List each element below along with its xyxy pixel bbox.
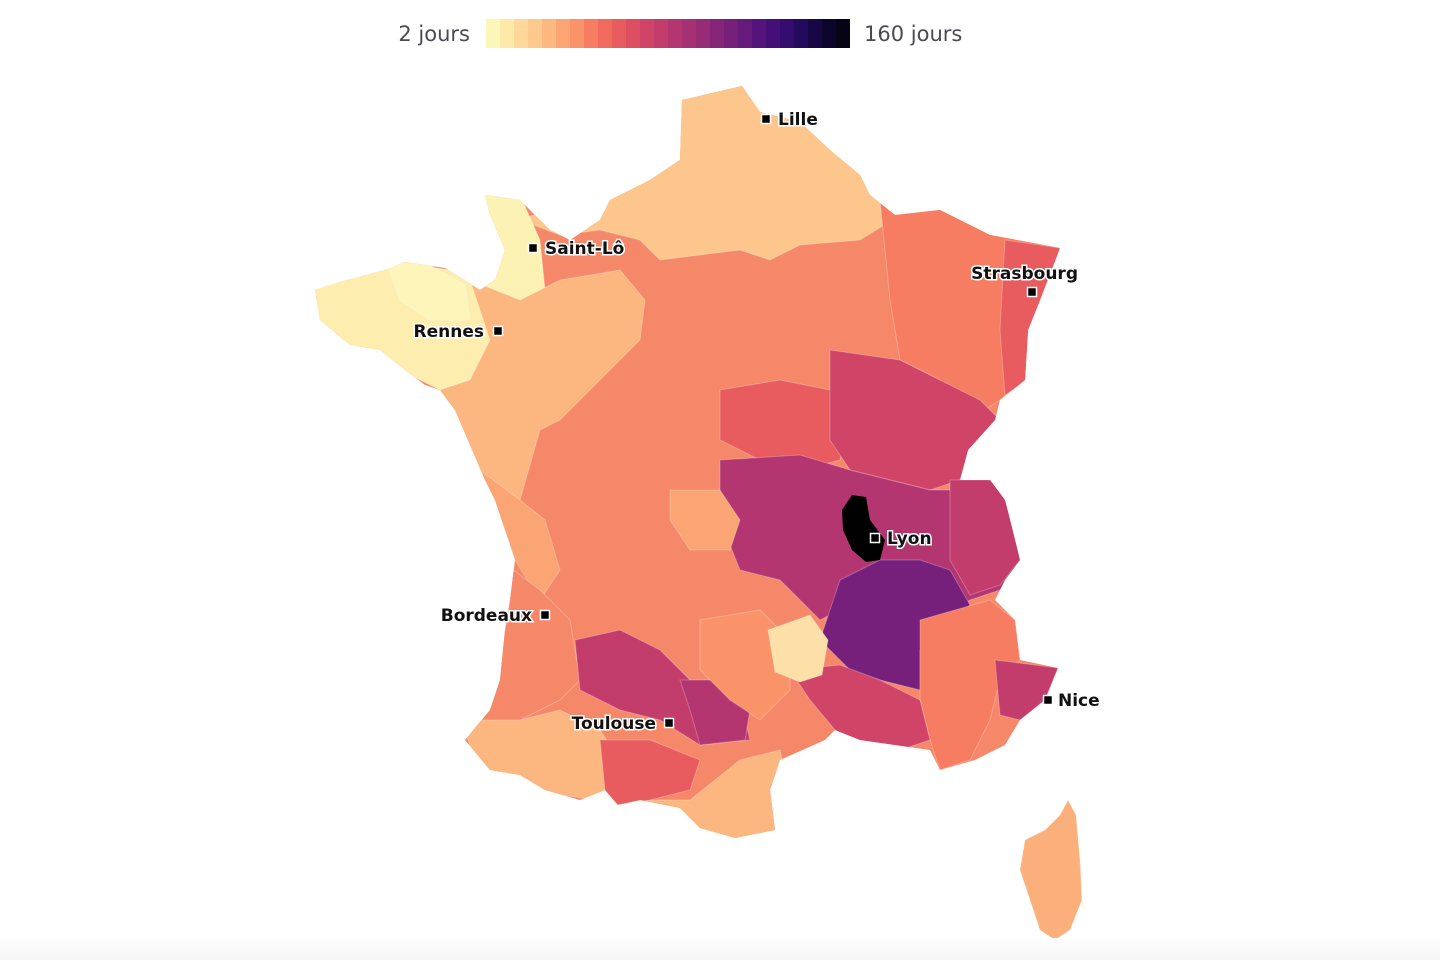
legend-min-label: 2 jours — [398, 22, 470, 46]
legend-max-label: 160 jours — [864, 22, 963, 46]
region-provence — [919, 599, 1021, 771]
ramp-swatch — [794, 19, 808, 48]
ramp-swatch — [668, 19, 682, 48]
ramp-swatch — [836, 19, 850, 48]
city-marker — [492, 325, 504, 337]
region-alps — [949, 479, 1021, 596]
city-label: Rennes — [414, 322, 484, 342]
region-corse — [1019, 798, 1083, 941]
ramp-swatch — [766, 19, 780, 48]
city-marker — [1026, 286, 1038, 298]
ramp-swatch — [822, 19, 836, 48]
mainland-france — [315, 86, 1060, 838]
ramp-swatch — [556, 19, 570, 48]
ramp-swatch — [682, 19, 696, 48]
ramp-swatch — [696, 19, 710, 48]
region-gard — [789, 664, 931, 751]
ramp-swatch — [500, 19, 514, 48]
city-markers: Lille Saint-Lô Strasbourg Rennes Lyon Bordeau… — [412, 109, 1101, 736]
region-north — [518, 86, 901, 261]
city-label: Lyon — [887, 529, 932, 549]
ramp-swatch — [542, 19, 556, 48]
ramp-swatch — [570, 19, 584, 48]
ramp-swatch — [710, 19, 724, 48]
region-west — [439, 269, 646, 511]
ramp-swatch — [514, 19, 528, 48]
city-marker — [869, 532, 881, 544]
ramp-swatch — [584, 19, 598, 48]
ramp-swatch — [752, 19, 766, 48]
city-label: Toulouse — [572, 714, 656, 734]
ramp-swatch — [780, 19, 794, 48]
ramp-swatch — [528, 19, 542, 48]
city-label: Bordeaux — [441, 606, 532, 626]
region-limousin — [669, 489, 741, 551]
region-lozere — [767, 614, 829, 683]
city-marker — [527, 242, 539, 254]
region-manche — [469, 179, 546, 301]
ramp-swatch — [738, 19, 752, 48]
ramp-swatch — [598, 19, 612, 48]
city-label: Nice — [1058, 691, 1100, 711]
city-marker — [1042, 694, 1054, 706]
city-label: Saint-Lô — [545, 239, 624, 259]
ramp-swatch — [626, 19, 640, 48]
city-marker — [539, 609, 551, 621]
city-marker — [663, 717, 675, 729]
city-label: Lille — [778, 110, 818, 130]
ramp-swatch — [724, 19, 738, 48]
color-ramp — [486, 19, 850, 48]
ramp-swatch — [486, 19, 500, 48]
bottom-fade — [0, 938, 1440, 960]
ramp-swatch — [808, 19, 822, 48]
region-centre-east — [719, 379, 851, 471]
city-marker — [760, 113, 772, 125]
ramp-swatch — [654, 19, 668, 48]
region-lyon — [842, 495, 885, 562]
ramp-swatch — [640, 19, 654, 48]
city-label: Strasbourg — [971, 264, 1078, 284]
region-alpes-maritimes — [994, 659, 1059, 721]
region-cantal — [699, 609, 791, 721]
ramp-swatch — [612, 19, 626, 48]
color-legend: 2 jours 160 jours — [0, 18, 1440, 50]
